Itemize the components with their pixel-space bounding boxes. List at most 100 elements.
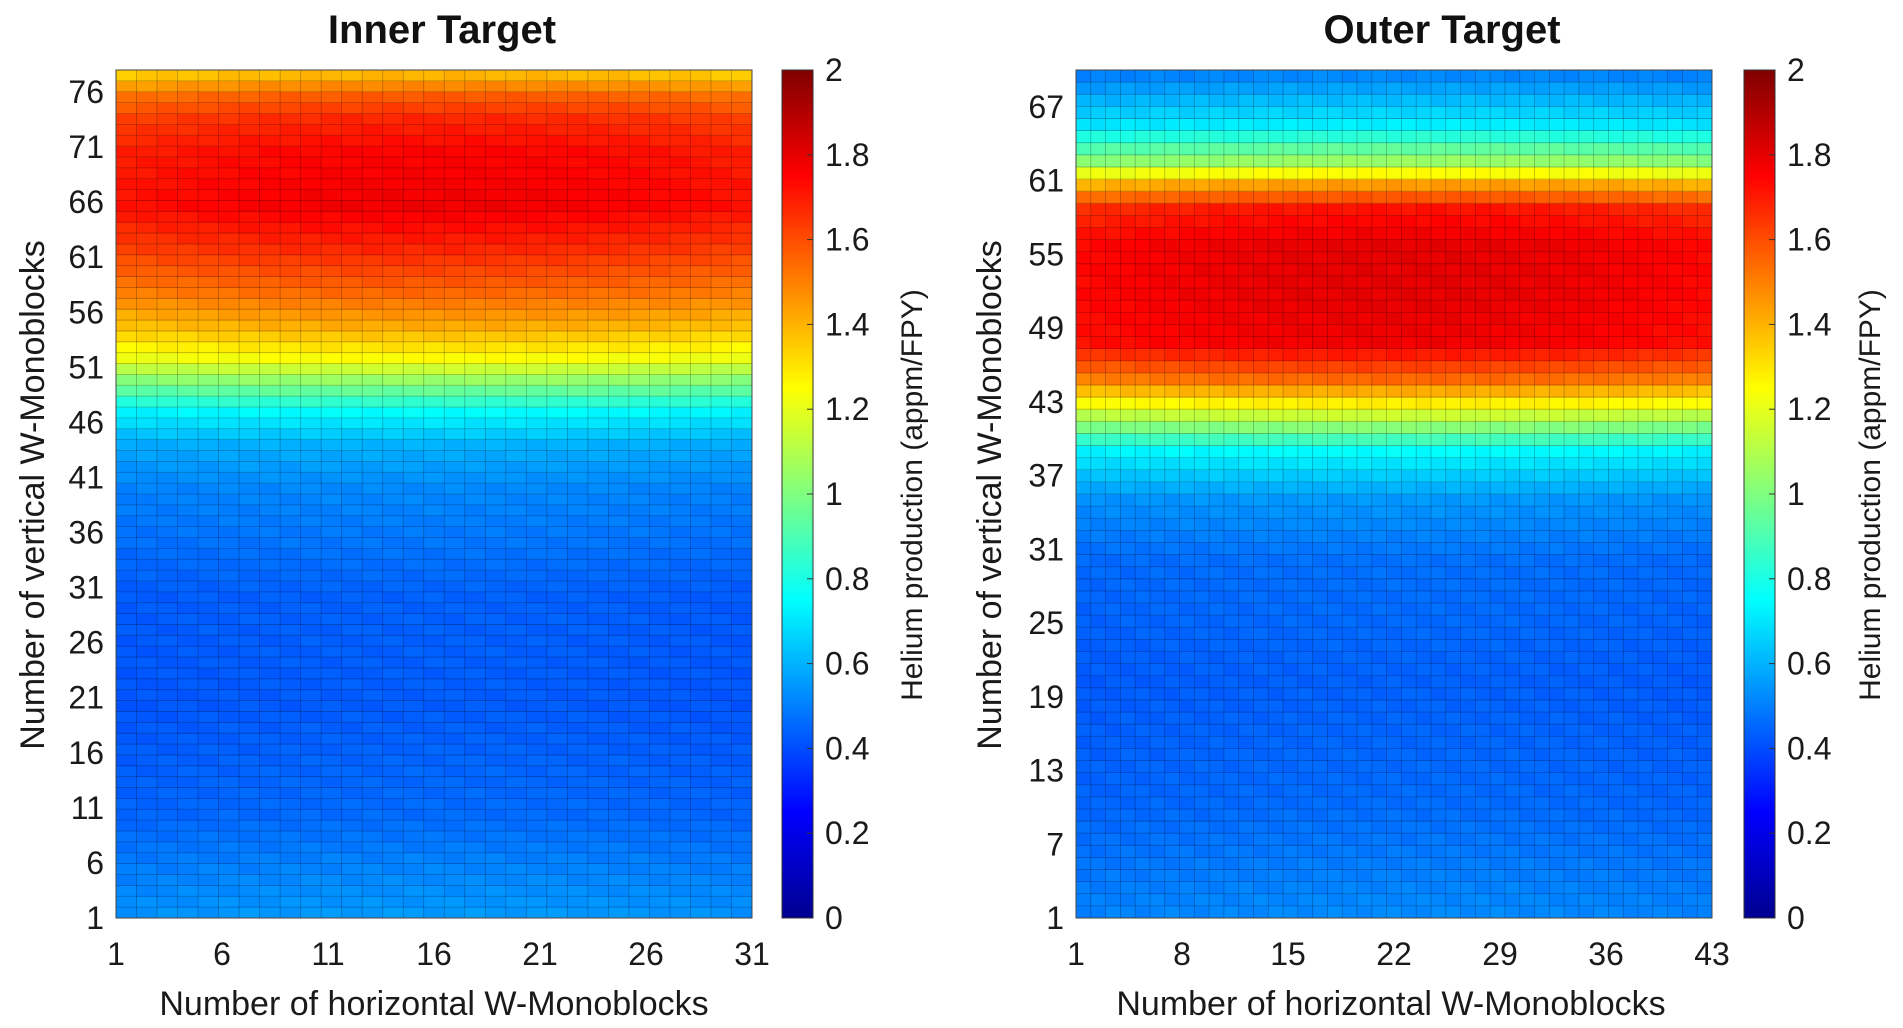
heatmap-cell xyxy=(1371,663,1387,677)
heatmap-cell xyxy=(731,113,753,125)
heatmap-cell xyxy=(1430,627,1447,640)
heatmap-cell xyxy=(218,504,240,517)
heatmap-cell xyxy=(1194,518,1210,531)
heatmap-cell xyxy=(1357,239,1373,253)
heatmap-cell xyxy=(1549,590,1565,604)
heatmap-cell xyxy=(1342,263,1358,277)
heatmap-cell xyxy=(1238,506,1254,519)
heatmap-cell xyxy=(157,450,178,462)
heatmap-cell xyxy=(1090,784,1106,798)
heatmap-cell xyxy=(649,222,671,234)
heatmap-cell xyxy=(1342,881,1358,895)
heatmap-cell xyxy=(1475,384,1491,398)
heatmap-cell xyxy=(1564,481,1580,495)
heatmap-cell xyxy=(1697,784,1713,798)
heatmap-cell xyxy=(321,276,343,288)
heatmap-cell xyxy=(136,330,158,343)
heatmap-cell xyxy=(198,385,219,397)
heatmap-cell xyxy=(1490,821,1506,834)
heatmap-cell xyxy=(1312,881,1328,895)
heatmap-cell xyxy=(546,287,568,299)
heatmap-cell xyxy=(423,254,445,267)
heatmap-cell xyxy=(1460,615,1476,628)
heatmap-cell xyxy=(1238,518,1254,531)
heatmap-cell xyxy=(1490,421,1506,434)
heatmap-cell xyxy=(239,841,261,854)
heatmap-cell xyxy=(136,461,158,473)
heatmap-cell xyxy=(587,374,609,386)
heatmap-cell xyxy=(731,744,753,756)
heatmap-cell xyxy=(1090,554,1106,568)
heatmap-cell xyxy=(1593,699,1609,713)
heatmap-cell xyxy=(1697,833,1713,846)
heatmap-cell xyxy=(587,765,609,778)
heatmap-cell xyxy=(444,233,466,245)
heatmap-cell xyxy=(157,91,178,104)
heatmap-cell xyxy=(1386,808,1402,822)
heatmap-cell xyxy=(649,809,671,821)
heatmap-cell xyxy=(587,700,609,712)
heatmap-cell xyxy=(1638,397,1654,410)
heatmap-cell xyxy=(1120,554,1136,568)
heatmap-cell xyxy=(1179,869,1195,883)
heatmap-cell xyxy=(1519,615,1535,628)
heatmap-cell xyxy=(567,341,589,354)
heatmap-cell xyxy=(1430,663,1447,677)
heatmap-cell xyxy=(1238,494,1254,507)
heatmap-cell xyxy=(669,657,691,669)
heatmap-cell xyxy=(1342,736,1358,749)
heatmap-cell xyxy=(1194,627,1210,640)
heatmap-cell xyxy=(1135,857,1151,870)
heatmap-cell xyxy=(1357,421,1373,434)
heatmap-cell xyxy=(321,765,343,778)
heatmap-cell xyxy=(1105,518,1121,531)
heatmap-cell xyxy=(526,907,548,919)
heatmap-cell xyxy=(464,309,486,321)
heatmap-cell xyxy=(1549,324,1565,337)
heatmap-cell xyxy=(587,537,609,549)
heatmap-cell xyxy=(1223,796,1240,810)
heatmap-cell xyxy=(1416,312,1432,325)
heatmap-cell xyxy=(546,548,568,560)
heatmap-cell xyxy=(1105,324,1121,337)
heatmap-cell xyxy=(1445,506,1461,519)
heatmap-cell xyxy=(649,754,671,767)
heatmap-cell xyxy=(1076,251,1092,265)
heatmap-cell xyxy=(239,537,261,549)
heatmap-cell xyxy=(1357,372,1373,386)
heatmap-cell xyxy=(1327,821,1343,834)
heatmap-cell xyxy=(1371,530,1387,543)
heatmap-cell xyxy=(157,787,178,799)
heatmap-cell xyxy=(1342,772,1358,786)
heatmap-cell xyxy=(1682,881,1698,895)
heatmap-cell xyxy=(1667,275,1683,289)
heatmap-cell xyxy=(1135,384,1151,398)
heatmap-cell xyxy=(280,70,302,82)
heatmap-cell xyxy=(198,570,219,582)
heatmap-cell xyxy=(1135,263,1151,277)
heatmap-cell xyxy=(1179,397,1195,410)
heatmap-cell xyxy=(259,754,281,767)
y-tick-label: 36 xyxy=(68,515,104,551)
heatmap-cell xyxy=(505,124,527,136)
heatmap-cell xyxy=(690,178,712,190)
heatmap-cell xyxy=(218,896,240,908)
heatmap-cell xyxy=(1430,263,1447,277)
heatmap-cell xyxy=(1268,372,1284,386)
heatmap-cell xyxy=(1682,603,1698,616)
heatmap-cell xyxy=(239,189,261,201)
y-tick-label: 71 xyxy=(68,129,104,165)
heatmap-cell xyxy=(1623,506,1639,519)
heatmap-cell xyxy=(259,178,281,190)
heatmap-cell xyxy=(1519,663,1535,677)
heatmap-cell xyxy=(1179,554,1195,568)
heatmap-cell xyxy=(505,526,527,538)
heatmap-cell xyxy=(300,385,322,397)
heatmap-cell xyxy=(1312,360,1328,374)
heatmap-cell xyxy=(423,439,445,451)
heatmap-cell xyxy=(1430,324,1447,337)
heatmap-cell xyxy=(218,472,240,484)
heatmap-cell xyxy=(1297,615,1314,628)
heatmap-cell xyxy=(1534,651,1550,664)
heatmap-cell xyxy=(1682,627,1698,640)
